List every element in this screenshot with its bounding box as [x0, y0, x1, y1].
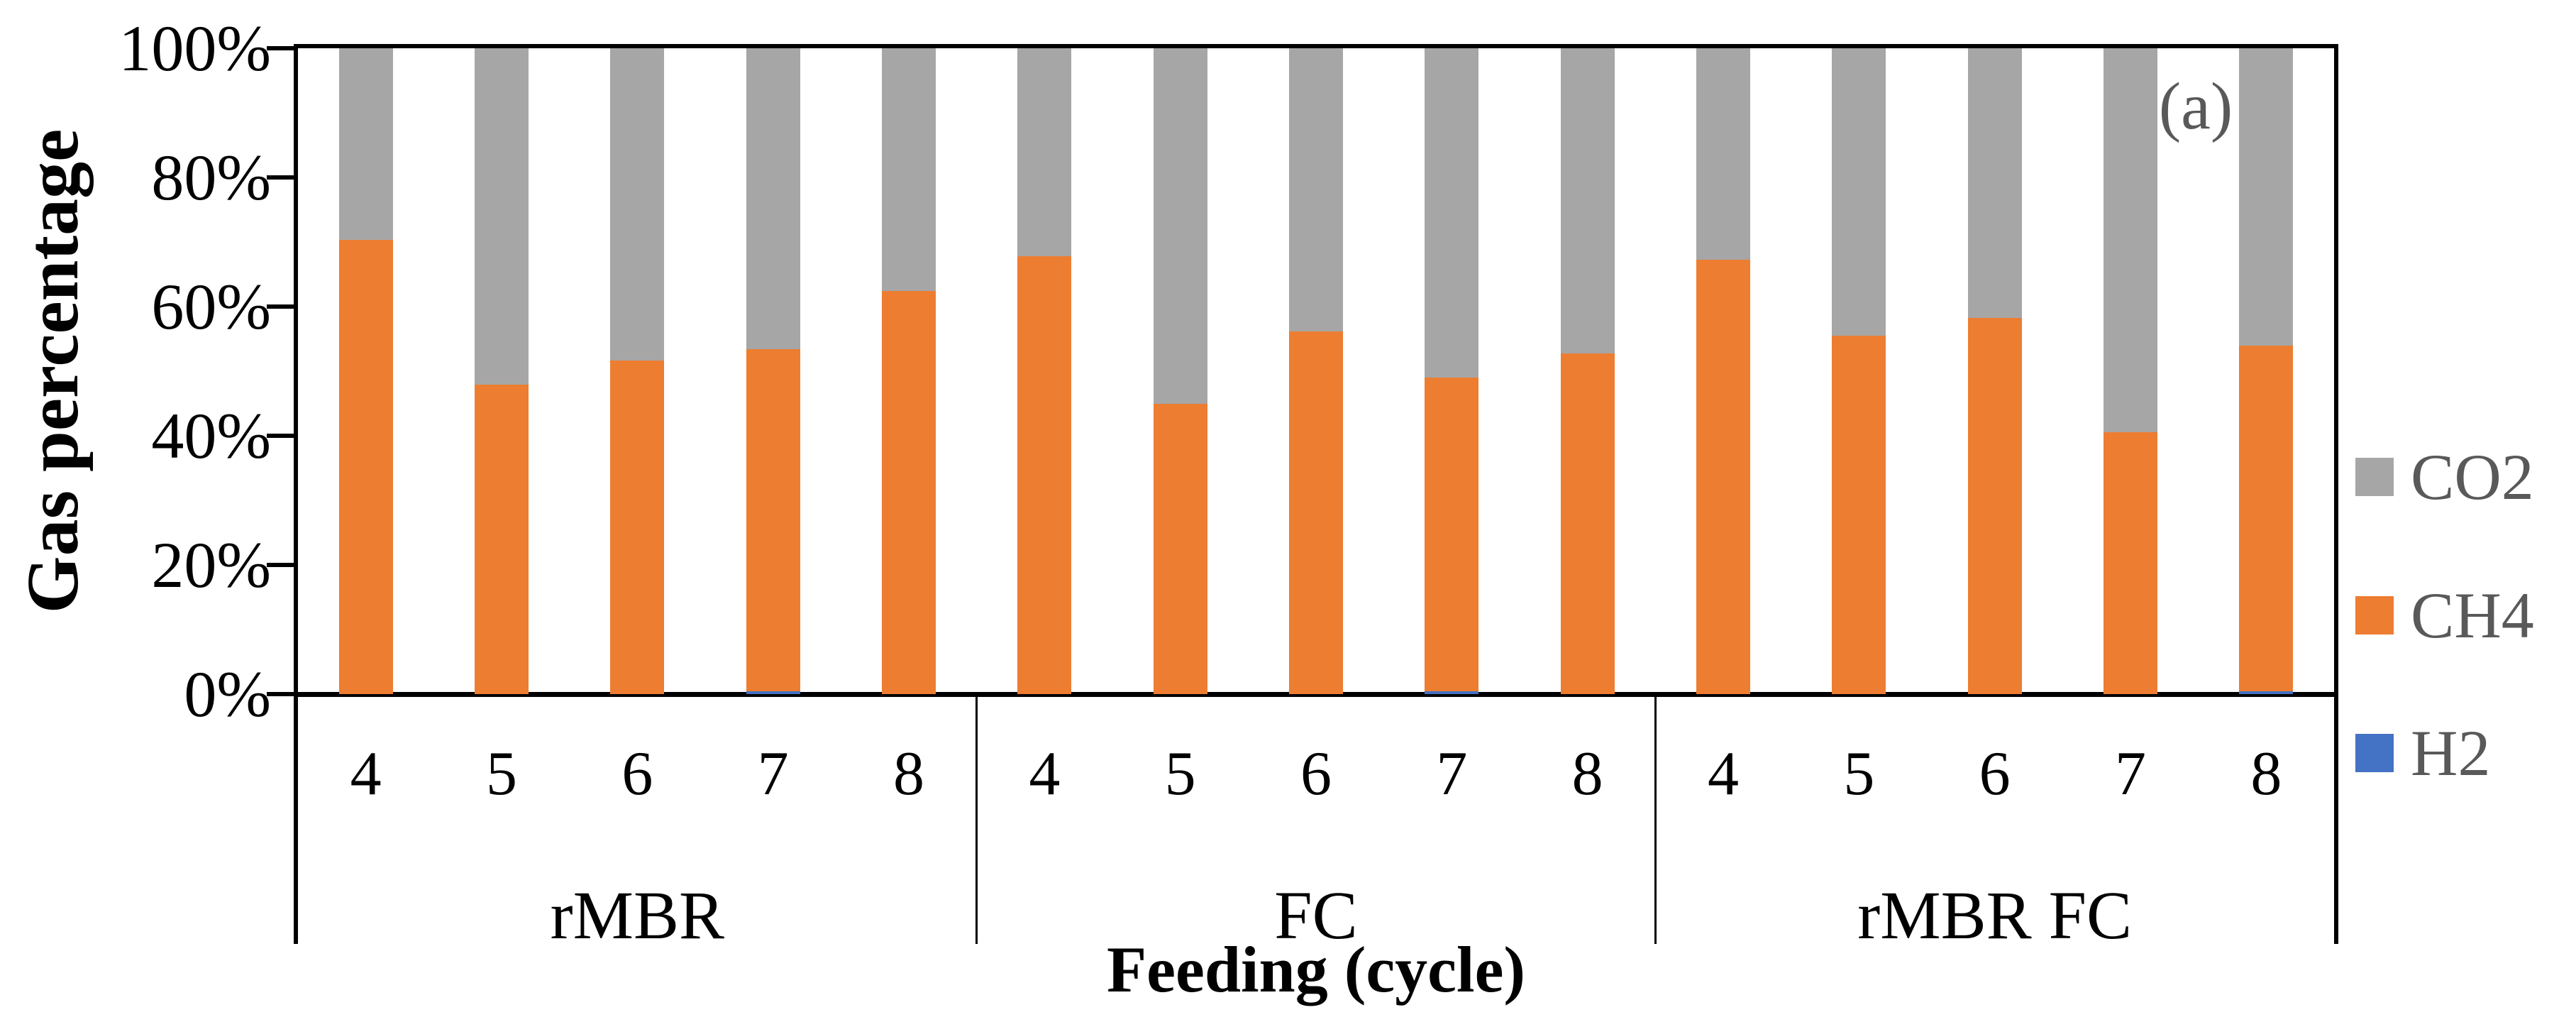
- y-tick-label: 40%: [151, 400, 271, 472]
- y-tick-mark: [267, 692, 294, 696]
- panel-annotation: (a): [2158, 70, 2233, 143]
- x-tick-label: 8: [2250, 740, 2282, 808]
- legend-label-ch4: CH4: [2411, 579, 2534, 652]
- x-tick-label: 4: [1029, 740, 1061, 808]
- bar-segment-h2: [2239, 691, 2294, 694]
- bar-segment-ch4: [2239, 345, 2294, 692]
- group-separator: [1654, 694, 1657, 944]
- bar-segment-co2: [1289, 48, 1343, 331]
- group-label: FC: [1274, 877, 1358, 953]
- bar-segment-ch4: [1017, 256, 1072, 694]
- bar-segment-co2: [1560, 48, 1615, 354]
- x-tick-label: 7: [757, 740, 789, 808]
- y-tick-mark: [267, 434, 294, 438]
- plot-border-right: [2334, 44, 2338, 944]
- bar-segment-co2: [1967, 48, 2022, 319]
- bar-segment-co2: [1832, 48, 1886, 336]
- x-tick-label: 6: [1300, 740, 1332, 808]
- x-tick-label: 7: [1436, 740, 1468, 808]
- x-tick-label: 8: [893, 740, 924, 808]
- bar-segment-ch4: [338, 240, 393, 694]
- plot-border-top: [294, 44, 2338, 48]
- bar-segment-co2: [2239, 48, 2294, 346]
- bar-segment-co2: [475, 48, 529, 385]
- y-axis-title: Gas percentage: [12, 128, 94, 614]
- bar-segment-ch4: [2104, 432, 2157, 694]
- bar-segment-co2: [1425, 48, 1479, 378]
- bar-segment-ch4: [1153, 404, 1207, 694]
- x-axis-title: Feeding (cycle): [1106, 933, 1526, 1006]
- group-label: rMBR: [550, 877, 725, 953]
- bar-segment-co2: [882, 48, 936, 292]
- y-tick-label: 80%: [151, 141, 271, 214]
- bar-segment-ch4: [746, 349, 800, 692]
- bar-segment-h2: [1425, 691, 1479, 694]
- y-tick-mark: [267, 175, 294, 180]
- legend-label-co2: CO2: [2411, 441, 2534, 513]
- bar-segment-ch4: [1696, 260, 1750, 694]
- y-tick-mark: [267, 563, 294, 567]
- bar-segment-ch4: [1425, 378, 1479, 692]
- x-tick-label: 6: [621, 740, 653, 808]
- x-tick-label: 4: [1708, 740, 1739, 808]
- bar-segment-ch4: [1289, 331, 1343, 694]
- group-label: rMBR FC: [1857, 877, 2133, 953]
- y-tick-label: 60%: [151, 270, 271, 343]
- x-tick-label: 5: [1843, 740, 1875, 808]
- x-tick-label: 6: [1979, 740, 2011, 808]
- bar-segment-co2: [1153, 48, 1207, 405]
- bar-segment-ch4: [1832, 335, 1886, 694]
- x-tick-label: 5: [1164, 740, 1196, 808]
- bar-segment-co2: [2104, 48, 2157, 433]
- legend-swatch-co2: [2355, 458, 2394, 496]
- y-tick-mark: [267, 46, 294, 50]
- legend-swatch-h2: [2355, 734, 2394, 772]
- legend-label-h2: H2: [2411, 717, 2491, 789]
- x-axis-line: [294, 692, 2338, 697]
- bar-segment-co2: [338, 48, 393, 241]
- bar-segment-ch4: [610, 361, 665, 694]
- legend-swatch-ch4: [2355, 596, 2394, 634]
- bar-segment-h2: [746, 691, 800, 694]
- bar-segment-co2: [610, 48, 665, 361]
- x-tick-label: 7: [2115, 740, 2146, 808]
- bar-segment-co2: [1696, 48, 1750, 260]
- bar-segment-co2: [1017, 48, 1072, 257]
- y-tick-mark: [267, 304, 294, 309]
- y-axis-line: [294, 44, 298, 944]
- y-tick-label: 100%: [118, 12, 271, 84]
- y-tick-label: 20%: [151, 529, 271, 601]
- bar-segment-ch4: [882, 291, 936, 694]
- bar-segment-ch4: [1560, 353, 1615, 694]
- bar-segment-ch4: [475, 385, 529, 694]
- bar-segment-co2: [746, 48, 800, 350]
- x-tick-label: 4: [350, 740, 382, 808]
- x-tick-label: 5: [486, 740, 517, 808]
- x-tick-label: 8: [1571, 740, 1603, 808]
- group-separator: [975, 694, 978, 944]
- y-tick-label: 0%: [184, 658, 271, 730]
- bar-segment-ch4: [1967, 318, 2022, 694]
